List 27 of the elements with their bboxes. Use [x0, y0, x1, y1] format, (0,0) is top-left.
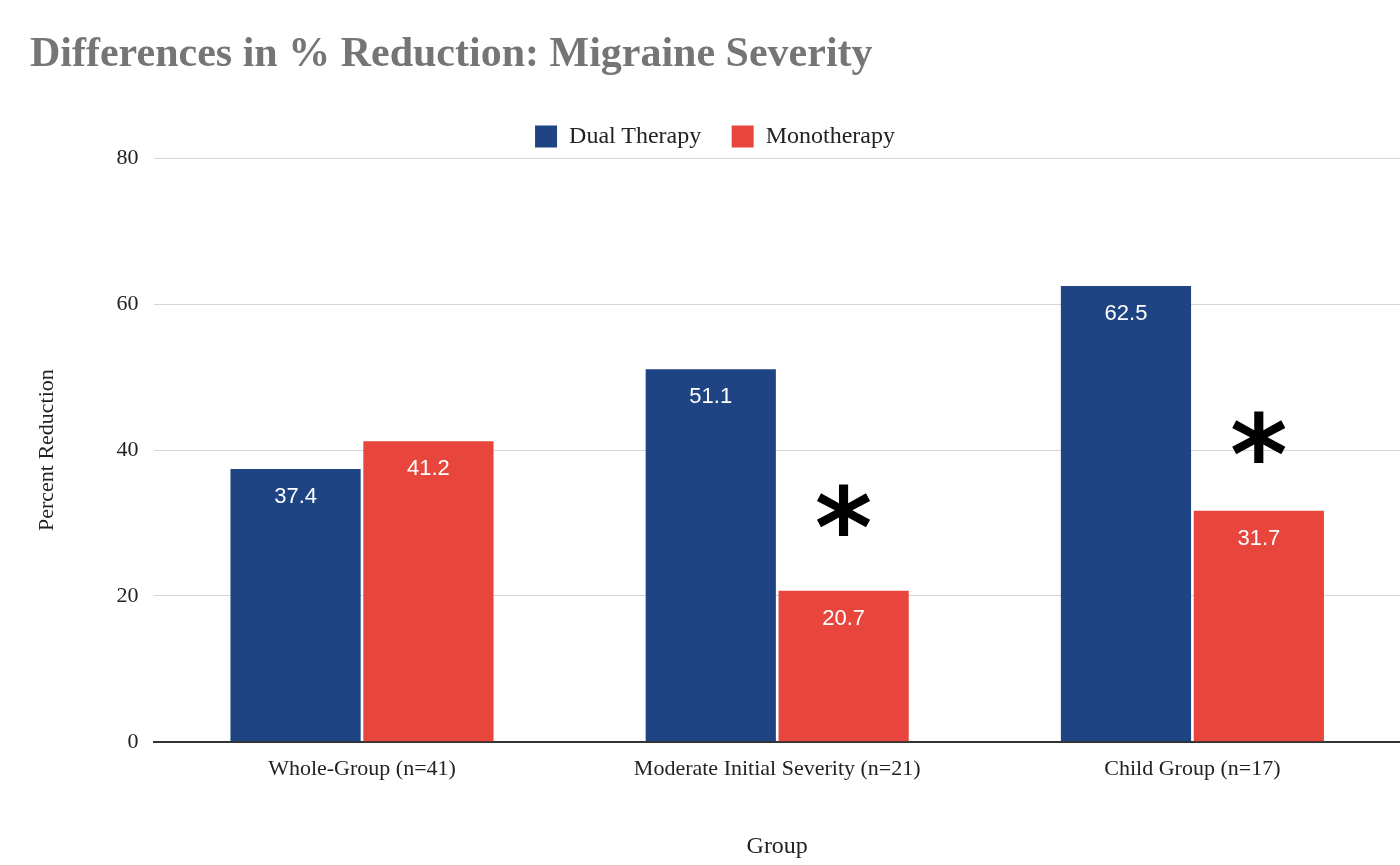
annotation: *	[814, 465, 873, 594]
data-label: 51.1	[689, 383, 733, 409]
x-tick-label: Child Group (n=17)	[1104, 754, 1281, 780]
bar	[1060, 286, 1192, 742]
y-tick-label: 0	[127, 727, 139, 753]
y-tick-label: 20	[116, 581, 139, 607]
data-label: 20.7	[822, 604, 866, 630]
data-label: 41.2	[407, 455, 450, 481]
legend-label: Dual Therapy	[569, 121, 702, 148]
x-axis-title: Group	[746, 831, 808, 858]
chart-title: Differences in % Reduction: Migraine Severity	[30, 29, 873, 76]
annotation: *	[1230, 392, 1288, 521]
bar	[363, 441, 494, 742]
y-axis-title: Percent Reduction	[32, 369, 58, 532]
y-tick-label: 40	[116, 435, 139, 461]
data-label: 31.7	[1237, 524, 1281, 550]
x-tick-label: Whole-Group (n=41)	[268, 754, 456, 780]
y-tick-label: 60	[116, 290, 139, 316]
bar	[1193, 510, 1324, 742]
legend-label: Monotherapy	[765, 121, 895, 148]
data-label: 37.4	[274, 483, 317, 509]
data-label: 62.5	[1104, 300, 1148, 326]
y-tick-label: 80	[116, 144, 139, 170]
x-tick-label: Moderate Initial Severity (n=21)	[633, 754, 921, 780]
bar	[230, 469, 361, 742]
bar	[645, 369, 776, 742]
bar	[778, 590, 909, 742]
